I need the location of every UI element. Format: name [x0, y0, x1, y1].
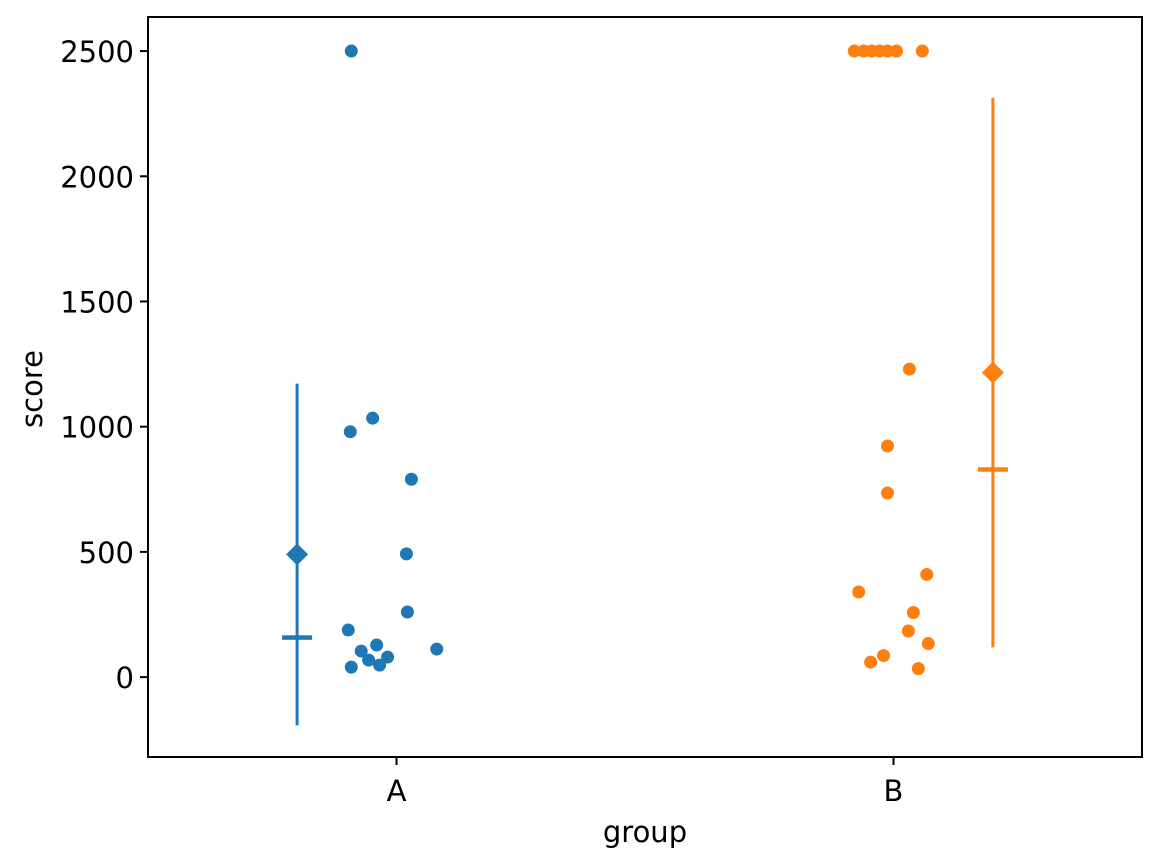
data-point — [344, 44, 358, 58]
data-point — [366, 411, 380, 425]
data-point — [889, 44, 903, 58]
data-point — [864, 655, 878, 669]
data-point — [877, 649, 891, 663]
y-axis-label: score — [15, 350, 49, 428]
data-point — [847, 44, 861, 58]
data-point — [881, 486, 895, 500]
x-tick-label: A — [387, 774, 407, 808]
plot-border — [147, 16, 1143, 758]
y-tick-label: 0 — [116, 661, 134, 695]
data-point — [921, 637, 935, 651]
median-dash — [282, 635, 313, 640]
y-tick-label: 500 — [79, 536, 134, 570]
data-point — [901, 624, 915, 638]
data-point — [381, 650, 395, 664]
data-point — [881, 44, 895, 58]
x-axis-label: group — [603, 815, 687, 849]
x-tick-label: B — [884, 774, 904, 808]
data-point — [902, 362, 916, 376]
data-point — [430, 642, 444, 656]
mean-diamond — [981, 361, 1004, 384]
data-point — [920, 567, 934, 581]
y-tick-label: 2500 — [60, 35, 134, 69]
data-point — [915, 44, 929, 58]
data-point — [911, 662, 925, 676]
data-point — [362, 653, 376, 667]
data-point — [354, 644, 368, 658]
data-point — [881, 439, 895, 453]
median-dash — [977, 467, 1008, 472]
data-point — [400, 605, 414, 619]
mean-diamond — [286, 543, 309, 566]
data-point — [370, 638, 384, 652]
data-point — [341, 623, 355, 637]
data-point — [344, 660, 358, 674]
y-tick-label: 1000 — [60, 411, 134, 445]
data-point — [852, 585, 866, 599]
data-point — [399, 547, 413, 561]
y-tick-label: 1500 — [60, 285, 134, 319]
y-tick-label: 2000 — [60, 160, 134, 194]
data-point — [404, 472, 418, 486]
data-point — [343, 425, 357, 439]
data-point — [373, 658, 387, 672]
data-point — [906, 606, 920, 620]
